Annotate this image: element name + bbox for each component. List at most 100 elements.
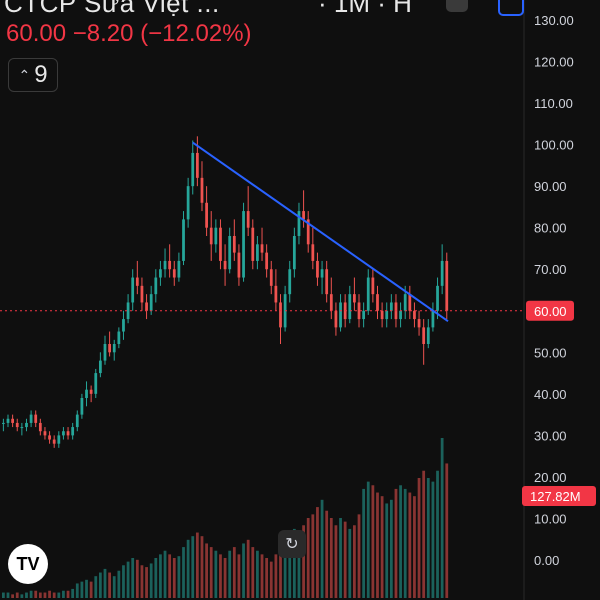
- y-axis-labels: 130.00 120.00 110.00 100.00 90.00 80.00 70.00 6…: [534, 13, 574, 568]
- tradingview-logo-icon[interactable]: TV: [8, 544, 48, 584]
- reset-icon[interactable]: ↻: [278, 530, 306, 558]
- candle: [371, 277, 375, 295]
- volume-bar: [214, 550, 218, 598]
- volume-bar: [163, 550, 167, 598]
- volume-bar: [66, 590, 70, 598]
- volume-bar: [15, 592, 19, 598]
- candle: [20, 427, 24, 429]
- volume-bar: [385, 503, 389, 598]
- candle: [29, 414, 33, 423]
- candle: [389, 302, 393, 311]
- volume-bar: [11, 594, 15, 598]
- volume-bar: [246, 539, 250, 598]
- volume-bar: [297, 532, 301, 598]
- y-axis-tick-label: 80.00: [534, 221, 567, 236]
- candle: [182, 219, 185, 261]
- volume-bar: [389, 499, 393, 598]
- candle: [440, 260, 444, 286]
- candle: [431, 310, 435, 328]
- volume-bar: [237, 554, 241, 598]
- candle: [38, 422, 42, 432]
- candle: [195, 152, 199, 178]
- candle: [223, 260, 227, 270]
- volume-bar: [20, 594, 24, 598]
- trendline[interactable]: [192, 141, 449, 322]
- toolbar-button-active[interactable]: [498, 0, 524, 16]
- volume-bar: [43, 592, 47, 598]
- volume-bar: [329, 518, 333, 598]
- candle: [149, 294, 153, 311]
- volume-bar: [302, 525, 305, 598]
- candle: [2, 422, 5, 424]
- candle: [89, 389, 93, 394]
- y-axis-tick-label: 70.00: [534, 262, 567, 277]
- candle: [140, 285, 144, 303]
- candle: [103, 344, 107, 361]
- volume-bar: [75, 583, 79, 598]
- volume-bar: [29, 590, 33, 598]
- y-axis-tick-label: 50.00: [534, 345, 567, 360]
- candle: [353, 294, 356, 303]
- volume-bar: [339, 518, 342, 598]
- volume-bar: [80, 581, 84, 598]
- candle: [163, 260, 167, 270]
- volume-bar: [371, 485, 375, 598]
- volume-bar: [52, 592, 56, 598]
- volume-bar: [274, 554, 278, 598]
- candle: [43, 431, 47, 436]
- candle: [403, 294, 407, 311]
- volume-bar: [38, 592, 42, 598]
- volume-bar: [376, 492, 379, 598]
- candle: [209, 227, 213, 245]
- volume-bar: [320, 499, 324, 598]
- candle: [292, 236, 296, 270]
- volume-bar: [431, 481, 435, 598]
- symbol-title[interactable]: CTCP Sữa Việt ...: [4, 0, 220, 18]
- y-axis-tick-label: 0.00: [534, 553, 559, 568]
- volume-bar: [195, 532, 199, 598]
- volume-bar: [366, 481, 370, 598]
- candle: [71, 427, 75, 436]
- volume-bar: [57, 592, 61, 598]
- candle: [380, 310, 384, 320]
- volume-bar: [436, 470, 439, 598]
- candle: [408, 294, 412, 311]
- candle: [297, 211, 301, 236]
- candle: [219, 227, 222, 261]
- candle: [413, 310, 416, 320]
- candle: [126, 302, 130, 320]
- volume-bar: [306, 518, 310, 598]
- candle: [177, 260, 181, 278]
- volume-bar: [357, 514, 361, 598]
- toolbar-button[interactable]: [446, 0, 468, 12]
- y-axis-tick-label: 20.00: [534, 470, 567, 485]
- candle: [260, 244, 264, 253]
- volume-bar: [445, 463, 449, 598]
- candle: [112, 344, 116, 353]
- indicator-count: 9: [34, 61, 48, 88]
- candles: [2, 136, 449, 448]
- volume-bar: [394, 488, 398, 598]
- price-change: 60.00 −8.20 (−12.02%): [6, 20, 252, 47]
- exchange-interval[interactable]: · 1M · H: [318, 0, 412, 18]
- candle: [57, 435, 61, 444]
- candle: [302, 211, 305, 220]
- volume-bar: [256, 550, 259, 598]
- candle: [205, 202, 208, 228]
- candle: [329, 294, 333, 311]
- volume-bar: [145, 567, 148, 598]
- volume-bar: [316, 507, 319, 598]
- candle: [228, 236, 232, 270]
- candle: [376, 294, 379, 311]
- volume-bar: [288, 536, 292, 598]
- indicators-toggle-button[interactable]: ⌃ 9: [8, 58, 58, 92]
- volume-bar: [426, 478, 430, 598]
- candle: [62, 431, 65, 436]
- volume-bar: [135, 559, 139, 598]
- volume-bar: [311, 514, 315, 598]
- candle: [417, 319, 421, 328]
- volume-bar: [103, 568, 107, 598]
- candle: [316, 260, 319, 278]
- volume-bar: [334, 525, 338, 598]
